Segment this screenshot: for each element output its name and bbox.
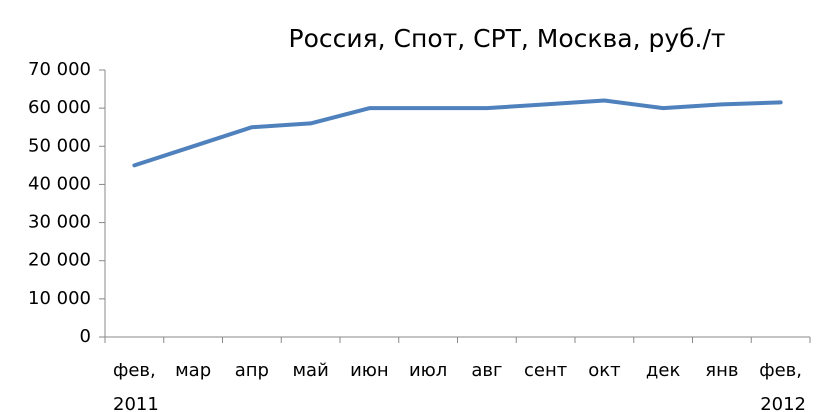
y-tick-label: 0: [80, 326, 91, 347]
series-line: [132, 98, 783, 168]
chart-title: Россия, Спот, CPT, Москва, руб./т: [289, 24, 726, 53]
y-tick-label: 70 000: [28, 59, 91, 80]
x-tick-label: янв: [705, 360, 738, 381]
y-tick-label: 60 000: [28, 97, 91, 118]
y-tick-label: 50 000: [28, 135, 91, 156]
x-tick-label: июн: [350, 360, 389, 381]
y-tick-label: 10 000: [28, 288, 91, 309]
x-tick-label: сент: [524, 360, 567, 381]
x-tick-label: май: [292, 360, 328, 381]
y-tick-label: 20 000: [28, 250, 91, 271]
y-tick-label: 30 000: [28, 212, 91, 233]
x-tick-label: авг: [471, 360, 502, 381]
y-tick-label: 40 000: [28, 173, 91, 194]
x-tick-label: июл: [409, 360, 447, 381]
x-tick-label: фев, 2011: [113, 360, 159, 412]
x-tick-label: дек: [646, 360, 681, 381]
x-tick-label: апр: [235, 360, 269, 381]
x-tick-label: окт: [588, 360, 620, 381]
x-tick-label: фев, 2012: [759, 360, 806, 412]
x-tick-label: мар: [175, 360, 211, 381]
